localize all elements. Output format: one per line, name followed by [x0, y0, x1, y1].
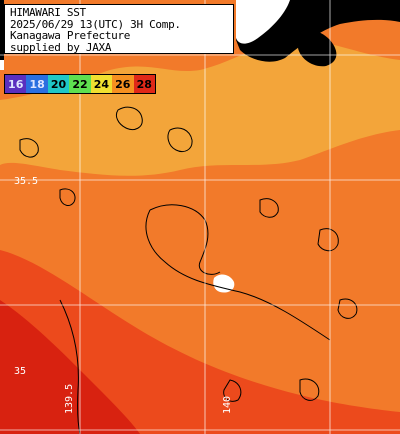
- latitude-label: 35: [14, 366, 27, 377]
- cloud-mask: [236, 0, 290, 44]
- title-line: Kanagawa Prefecture: [10, 29, 131, 42]
- legend-cell: 26: [112, 75, 134, 93]
- sea-warm-band: [0, 250, 400, 434]
- legend-cell: 22: [69, 75, 91, 93]
- legend-cell: 28: [133, 75, 155, 93]
- title-line: supplied by JAXA: [10, 40, 112, 54]
- title-line: 2025/06/29 13(UTC) 3H Comp.: [10, 17, 181, 31]
- legend-cell: 16: [5, 75, 27, 93]
- land-mass: [0, 0, 4, 60]
- land-peninsula: [298, 30, 337, 67]
- cloud-mask: [0, 60, 4, 70]
- sea-hot-band: [0, 300, 140, 434]
- longitude-label: 139.5: [64, 383, 75, 414]
- legend-cell: 18: [26, 75, 48, 93]
- temperature-legend: 16 18 20 22 24 26 28: [4, 74, 156, 94]
- cloud-mask: [213, 274, 235, 293]
- longitude-label: 140: [222, 395, 233, 414]
- title-line: HIMAWARI SST: [10, 6, 86, 19]
- legend-cell: 24: [90, 75, 113, 93]
- contour-lines: [19, 106, 358, 434]
- latitude-label: 35.5: [14, 176, 39, 187]
- legend-cell: 20: [47, 75, 70, 93]
- coastal-shallow-zone: [0, 40, 400, 176]
- title-box: HIMAWARI SST 2025/06/29 13(UTC) 3H Comp.…: [4, 4, 234, 54]
